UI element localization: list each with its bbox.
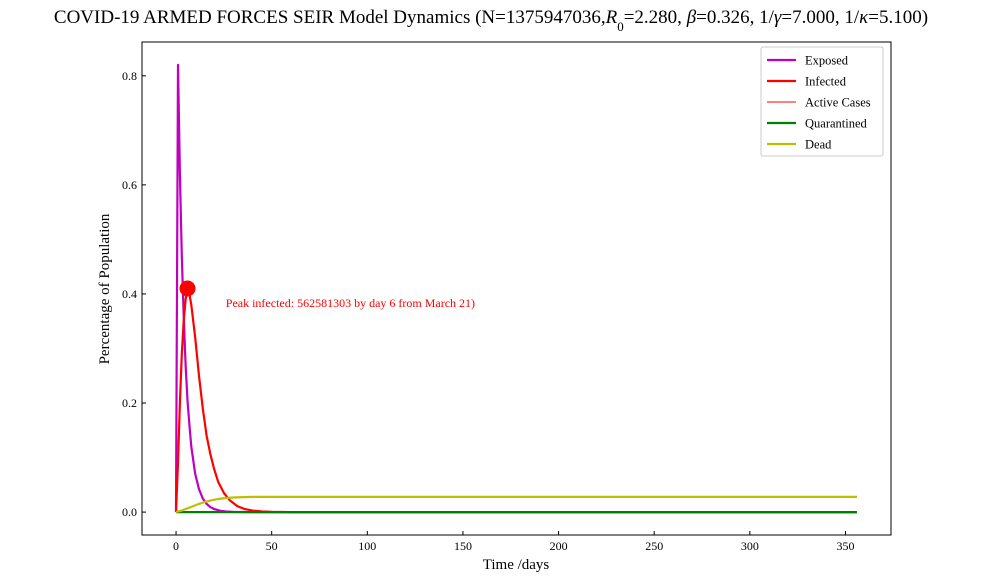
y-tick-label: 0.6 [122,178,137,192]
legend-label: Active Cases [805,96,871,110]
title-part: =2.280, [624,7,687,28]
x-axis-label: Time /days [483,557,550,573]
series-line-infected [174,287,857,514]
legend: Exposed Infected Active Cases Quarantined De… [760,46,884,157]
legend-label: Infected [805,75,847,89]
peak-annotation: Peak infected: 562581303 by day 6 from M… [226,296,475,310]
plot-area: Peak infected: 562581303 by day 6 from M… [174,63,857,514]
x-tick-label: 200 [550,539,568,553]
x-tick-label: 250 [645,539,663,553]
title-part: =0.326, 1/ [696,7,774,28]
x-tick-label: 100 [358,539,376,553]
title-part: β [686,7,697,28]
plot-frame [141,41,892,536]
y-tick-label: 0.4 [122,287,137,301]
legend-label: Exposed [805,54,849,68]
title-part: COVID-19 ARMED FORCES SEIR Model Dynamic… [54,7,606,28]
title-part: κ [859,7,869,28]
peak-infected-marker [179,280,196,297]
y-axis-label: Percentage of Population [97,213,113,364]
title-part: =5.100) [868,7,928,28]
series-line-exposed [174,63,857,514]
title-part: γ [774,7,782,28]
x-tick-label: 150 [454,539,472,553]
legend-label: Quarantined [805,117,868,131]
axis-ticks: 0 50 100 150 200 250 300 350 0.0 0.2 0.4 0.6 0.8 [122,69,854,553]
x-tick-label: 300 [741,539,759,553]
y-tick-label: 0.2 [122,396,137,410]
x-tick-label: 350 [836,539,854,553]
x-tick-label: 50 [266,539,278,553]
chart-title: COVID-19 ARMED FORCES SEIR Model Dynamic… [54,7,928,34]
legend-label: Dead [805,138,832,152]
title-part: =7.000, 1/ [781,7,859,28]
y-tick-label: 0.0 [122,505,137,519]
x-tick-label: 0 [173,539,179,553]
series-line-dead [175,495,857,514]
title-part: R [605,7,618,28]
y-tick-label: 0.8 [122,69,137,83]
title-part: 0 [617,19,624,34]
legend-box [760,46,884,157]
